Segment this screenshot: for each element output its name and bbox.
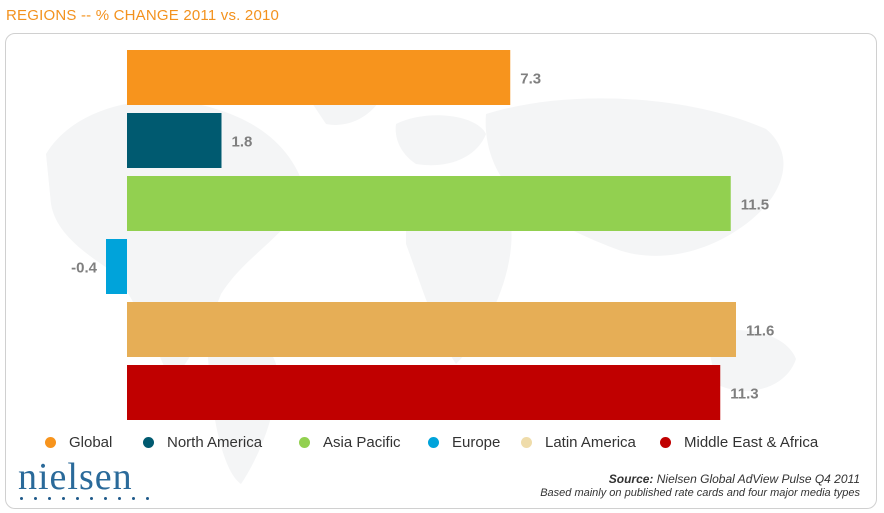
bar-europe [106,239,127,294]
logo-wordmark: nielsen [18,456,133,498]
legend-item-asia-pacific: Asia Pacific [299,434,401,451]
source-line: Source: Nielsen Global AdView Pulse Q4 2… [540,472,860,486]
logo-dots [20,497,160,500]
source-footnote: Based mainly on published rate cards and… [540,487,860,499]
bar-chart: 7.3 1.8 11.5 -0.4 11.6 11.3 [46,50,796,484]
legend-item-middle-east-africa: Middle East & Africa [660,434,818,451]
bar-middle-east-africa [127,365,721,420]
legend-label: Europe [452,434,501,451]
legend-item-europe: Europe [428,434,500,451]
legend-item-latin-america: Latin America [521,434,636,451]
legend-swatch-europe [428,437,439,448]
source-note: Source: Nielsen Global AdView Pulse Q4 2… [540,472,860,499]
legend-swatch-middle-east-africa [660,437,671,448]
bar-asia-pacific [127,176,731,231]
bar-north-america [127,113,222,168]
source-label: Source: [608,472,654,486]
legend-swatch-latin-america [521,437,532,448]
chart-title: REGIONS -- % CHANGE 2011 vs. 2010 [6,7,280,24]
data-label-europe: -0.4 [71,260,98,277]
legend-item-global: Global [45,434,112,451]
bar-global [127,50,511,105]
data-label-latin-america: 11.6 [746,323,774,340]
chart-frame: 7.3 1.8 11.5 -0.4 11.6 11.3 [5,33,877,509]
legend-swatch-asia-pacific [299,437,310,448]
source-text: Nielsen Global AdView Pulse Q4 2011 [653,472,860,486]
legend-swatch-global [45,437,56,448]
legend-item-north-america: North America [143,434,262,451]
legend-label: Global [69,434,113,451]
legend-label: Middle East & Africa [684,434,819,451]
legend-swatch-north-america [143,437,154,448]
data-label-north-america: 1.8 [232,134,253,151]
nielsen-logo: nielsen [18,458,160,500]
legend-label: Latin America [545,434,636,451]
data-label-global: 7.3 [520,71,541,88]
legend-label: North America [167,434,263,451]
data-label-asia-pacific: 11.5 [741,197,769,214]
data-label-middle-east-africa: 11.3 [730,386,758,403]
legend-label: Asia Pacific [323,434,401,451]
bar-latin-america [127,302,736,357]
